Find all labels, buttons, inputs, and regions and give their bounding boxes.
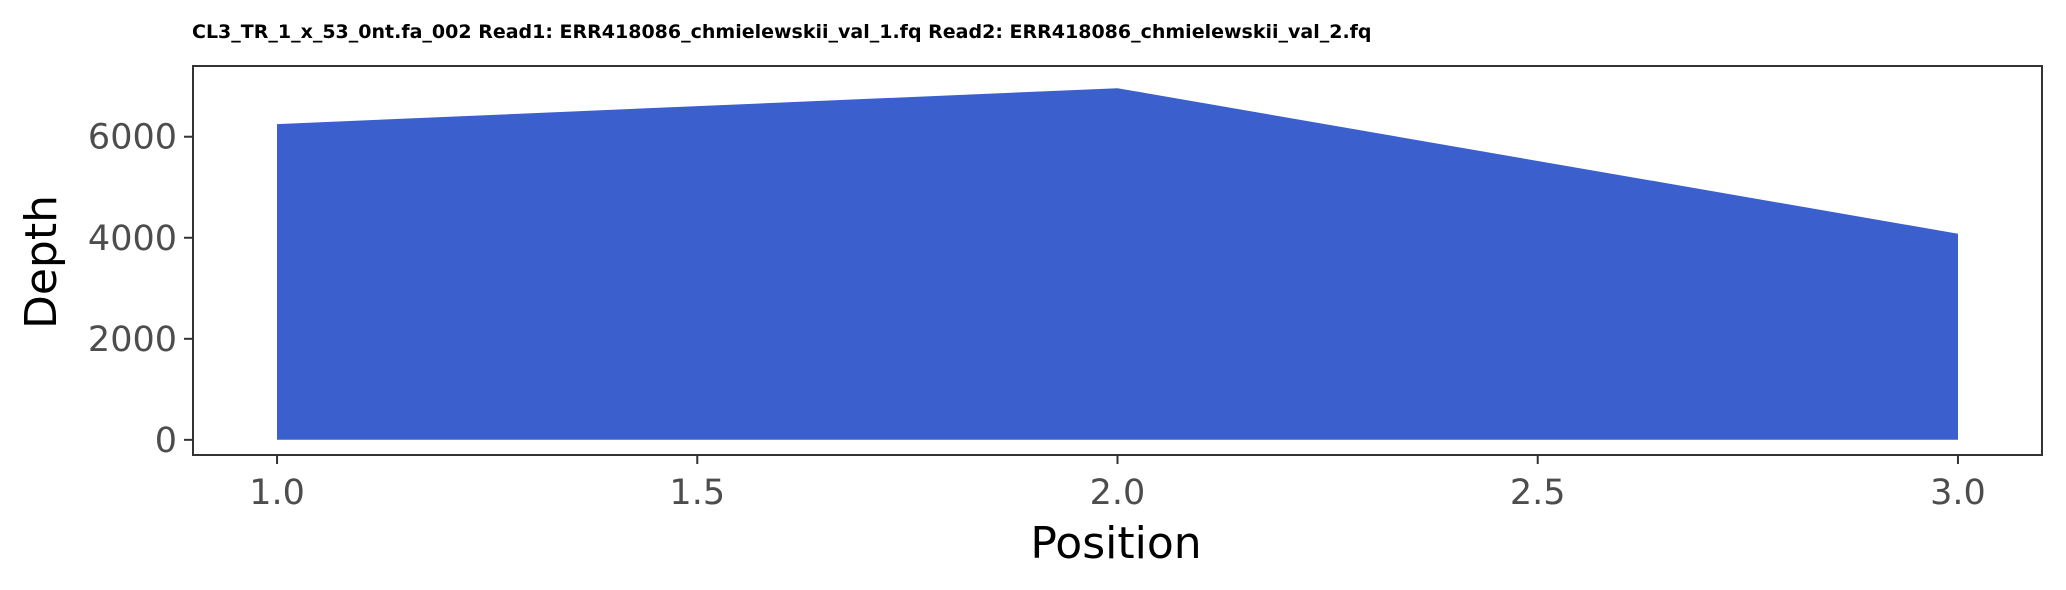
chart-title: CL3_TR_1_x_53_0nt.fa_002 Read1: ERR41808… (192, 21, 1372, 43)
y-tick-label: 6000 (88, 118, 177, 158)
x-tick-label: 1.5 (669, 473, 725, 513)
y-tick-label: 0 (155, 421, 177, 461)
x-tick-label: 3.0 (1930, 473, 1986, 513)
x-axis-title: Position (1030, 518, 1201, 569)
x-tick-label: 2.0 (1090, 473, 1146, 513)
x-tick-label: 2.5 (1510, 473, 1566, 513)
y-tick-label: 2000 (88, 320, 177, 360)
y-axis: 0 2000 4000 6000 (88, 118, 193, 461)
x-axis: 1.0 1.5 2.0 2.5 3.0 (249, 455, 1986, 513)
y-axis-title: Depth (16, 195, 67, 329)
depth-area (277, 88, 1958, 440)
y-tick-label: 4000 (88, 219, 177, 259)
x-tick-label: 1.0 (249, 473, 305, 513)
